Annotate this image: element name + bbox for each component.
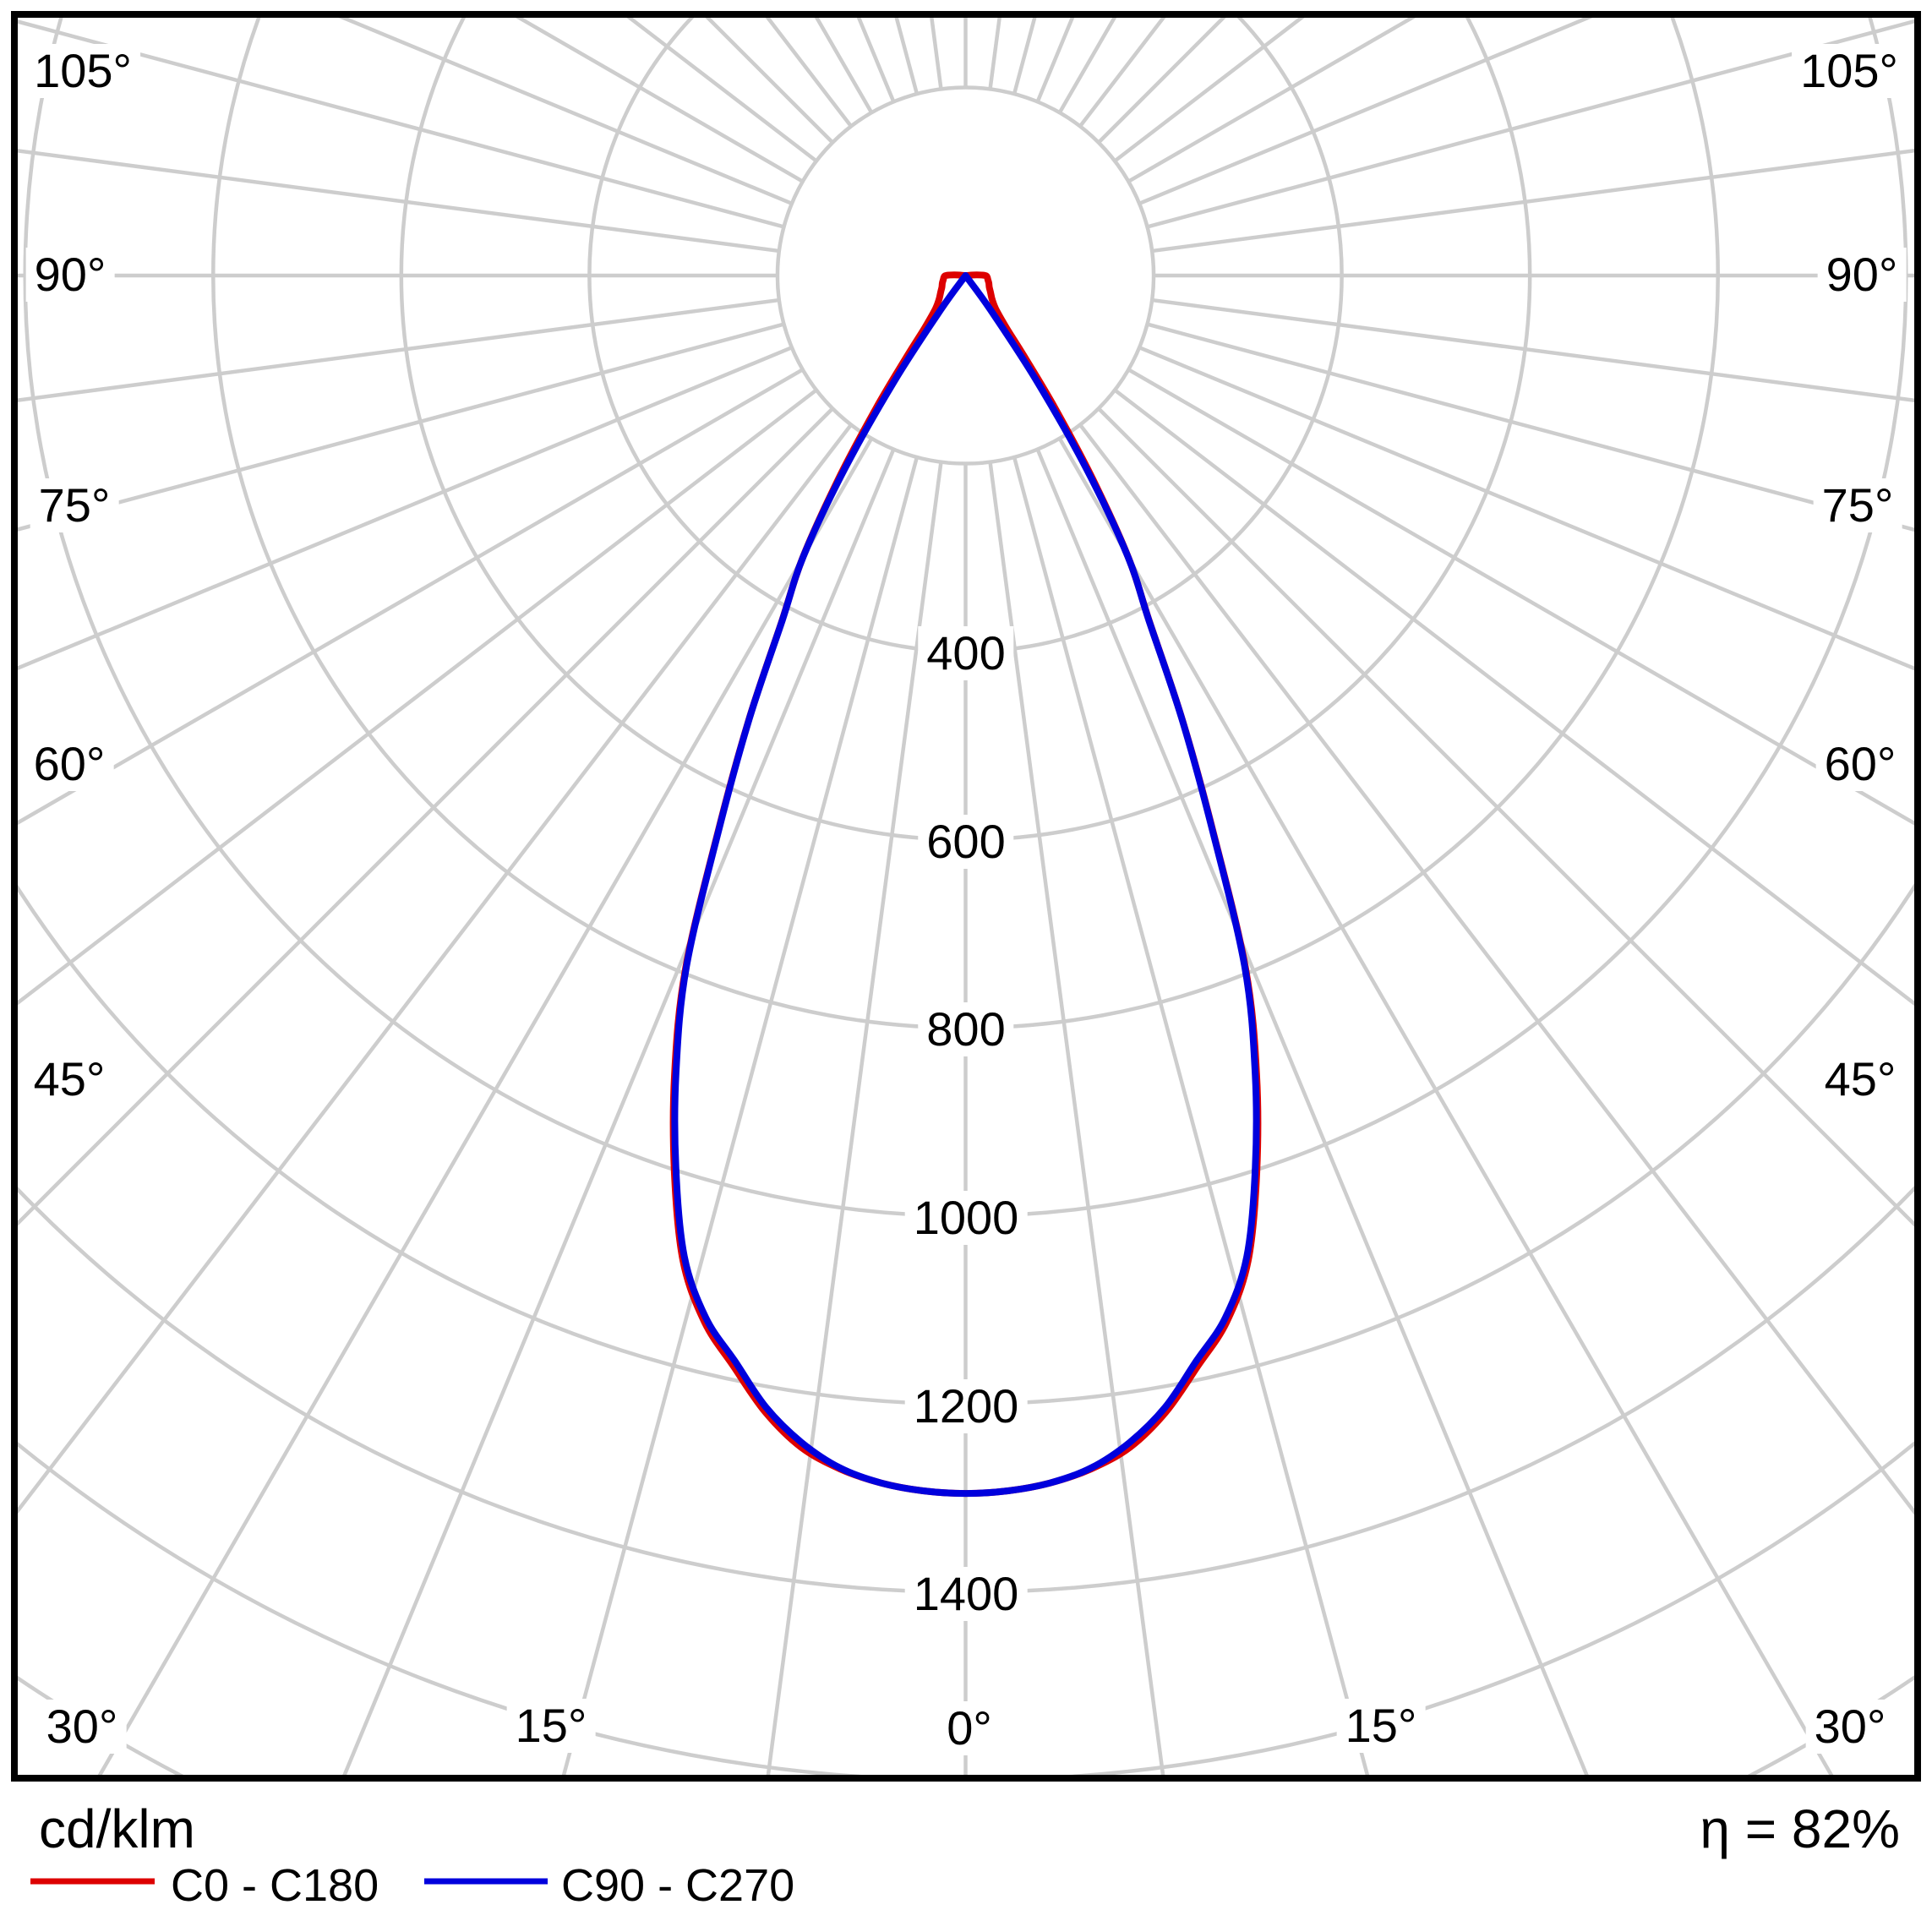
legend-label-c90-c270: C90 - C270 [561,1860,795,1911]
ring-label-1400: 1400 [904,1567,1028,1621]
curve-c90-c270 [671,272,1260,1498]
angle-label-left-45: 45° [25,1052,114,1106]
legend-line-c0-c180 [30,1878,155,1885]
chart-frame [11,11,1921,1782]
angle-label-bottom-15-left: 15° [506,1699,596,1753]
ring-label-1000: 1000 [904,1191,1028,1245]
angle-label-left-105: 105° [25,44,140,98]
angle-label-right-45: 45° [1815,1052,1905,1106]
ring-label-800: 800 [918,1002,1014,1056]
legend-label-c0-c180: C0 - C180 [171,1860,379,1911]
efficiency-label: η = 82% [1700,1798,1900,1859]
ring-label-400: 400 [918,626,1014,680]
angle-label-bottom-0: 0° [938,1701,1001,1755]
angle-label-bottom-30-right: 30° [1805,1700,1895,1754]
angle-label-right-105: 105° [1792,44,1907,98]
angle-label-left-90: 90° [25,248,115,302]
intensity-curves [669,271,1262,1498]
angle-label-right-90: 90° [1817,248,1907,302]
ring-label-1200: 1200 [904,1379,1028,1433]
angle-label-right-60: 60° [1815,737,1905,791]
angle-label-right-75: 75° [1813,478,1902,532]
ring-label-600: 600 [918,815,1014,869]
unit-label: cd/klm [39,1798,195,1859]
legend-line-c90-c270 [424,1878,548,1885]
angle-label-left-75: 75° [30,478,119,532]
angle-label-bottom-30-left: 30° [37,1700,127,1754]
angle-label-left-60: 60° [25,737,114,791]
angle-label-bottom-15-right: 15° [1336,1699,1426,1753]
